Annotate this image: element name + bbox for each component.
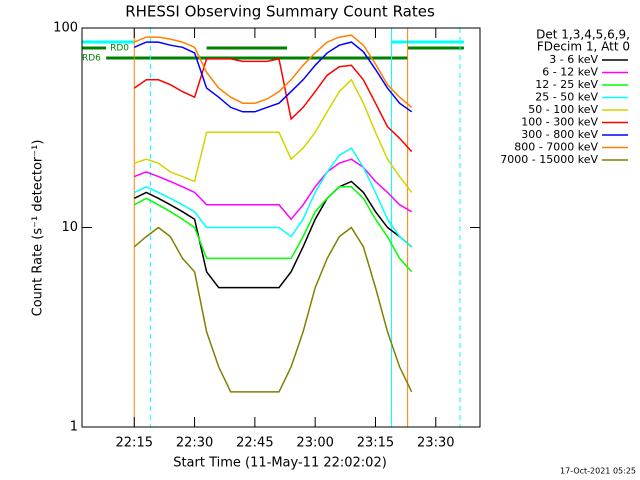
legend-label: 3 - 6 keV xyxy=(549,53,598,66)
plot-frame xyxy=(81,27,481,428)
series-line xyxy=(133,180,413,289)
series-line xyxy=(134,78,413,193)
series-line xyxy=(134,41,413,113)
x-axis-label: Start Time (11-May-11 22:02:02) xyxy=(173,456,387,471)
series-line xyxy=(133,58,413,153)
x-tick-label: 23:30 xyxy=(417,436,454,451)
y-tick-label: 10 xyxy=(61,220,78,235)
x-tick-label: 23:00 xyxy=(296,436,333,451)
legend-label: 800 - 7000 keV xyxy=(514,141,598,154)
y-tick-label: 1 xyxy=(70,420,78,435)
x-tick-label: 22:45 xyxy=(236,436,273,451)
x-tick-label: 22:30 xyxy=(176,436,213,451)
series-line xyxy=(133,226,413,393)
legend-label: 6 - 12 keV xyxy=(542,66,598,79)
legend-label: 100 - 300 keV xyxy=(521,116,598,129)
x-tick-label: 22:15 xyxy=(116,436,153,451)
legend-header: Det 1,3,4,5,6,9, xyxy=(536,28,630,42)
chart-title: RHESSI Observing Summary Count Rates xyxy=(125,3,435,21)
flag-label: RD0 xyxy=(110,44,129,54)
footer: 17-Oct-2021 05:25 xyxy=(560,467,636,476)
series-line xyxy=(134,158,413,221)
y-axis-label: Count Rate (s⁻¹ detector⁻¹) xyxy=(31,140,46,317)
legend-label: 50 - 100 keV xyxy=(528,103,598,116)
legend-label: 300 - 800 keV xyxy=(521,128,598,141)
series-line xyxy=(133,147,413,248)
series-line xyxy=(133,186,413,273)
legend-header: FDecim 1, Att 0 xyxy=(537,40,630,54)
series-line xyxy=(134,34,413,108)
x-tick-label: 23:15 xyxy=(357,436,394,451)
legend-label: 12 - 25 keV xyxy=(535,78,598,91)
flag-label: RD6 xyxy=(82,54,101,64)
legend-label: 7000 - 15000 keV xyxy=(500,153,598,166)
legend-label: 25 - 50 keV xyxy=(535,91,598,104)
y-tick-label: 100 xyxy=(53,21,78,36)
